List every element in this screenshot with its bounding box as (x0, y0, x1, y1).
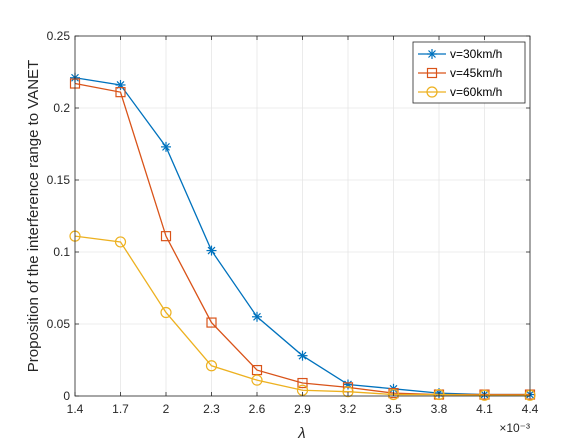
data-point (297, 377, 308, 389)
data-point (433, 388, 445, 401)
data-point (115, 79, 126, 90)
legend-label: v=60km/h (450, 85, 502, 99)
x-tick-label: 2 (163, 402, 170, 416)
data-point (252, 311, 262, 322)
legend-marker (427, 49, 437, 59)
data-point (251, 374, 263, 386)
legend: v=30km/h v=45km/h v=60km/h (412, 41, 526, 104)
data-point (342, 386, 354, 398)
y-tick-label: 0 (63, 389, 70, 403)
series-line (74, 235, 530, 396)
legend-item: v=30km/h (418, 47, 502, 61)
x-tick-label: 4.4 (522, 402, 539, 416)
legend-marker (426, 67, 438, 79)
series-layer (69, 72, 536, 401)
x-tick-label: 1.7 (112, 402, 129, 416)
data-point (115, 87, 126, 98)
legend-item: v=60km/h (418, 85, 502, 99)
x-axis-label: λ (297, 425, 305, 442)
y-tick-label: 0.1 (53, 245, 70, 259)
legend-label: v=45km/h (450, 66, 502, 80)
y-tick-label: 0.05 (47, 317, 71, 331)
x-multiplier-label: ×10⁻³ (499, 421, 530, 435)
data-point (160, 306, 172, 319)
tick-labels: 1.4 1.7 2 2.3 2.6 2.9 3.2 3.5 3.8 4.1 4.4 0 0.05 0.1 0… (47, 29, 539, 416)
y-tick-label: 0.15 (47, 173, 71, 187)
series-3 (69, 230, 536, 401)
x-tick-label: 2.9 (294, 402, 311, 416)
legend-marker (426, 86, 438, 98)
data-point (387, 388, 400, 401)
x-tick-label: 1.4 (67, 402, 84, 416)
ticks (74, 35, 531, 397)
data-point (114, 236, 127, 248)
x-tick-label: 3.8 (431, 402, 448, 416)
legend-item: v=45km/h (418, 66, 502, 80)
x-tick-label: 2.6 (249, 402, 266, 416)
data-point (161, 141, 171, 152)
data-point (160, 231, 172, 242)
y-axis-label: Proposition of the interference range to… (25, 60, 42, 372)
data-point (206, 317, 217, 328)
data-point (478, 389, 491, 401)
data-point (206, 245, 217, 256)
x-tick-label: 3.5 (385, 402, 402, 416)
y-tick-label: 0.25 (47, 29, 71, 43)
x-tick-label: 2.3 (203, 402, 220, 416)
x-tick-label: 4.1 (476, 402, 493, 416)
y-tick-label: 0.2 (53, 101, 70, 115)
data-point (297, 350, 308, 361)
data-point (205, 360, 218, 372)
legend-label: v=30km/h (450, 47, 502, 61)
x-tick-label: 3.2 (340, 402, 357, 416)
